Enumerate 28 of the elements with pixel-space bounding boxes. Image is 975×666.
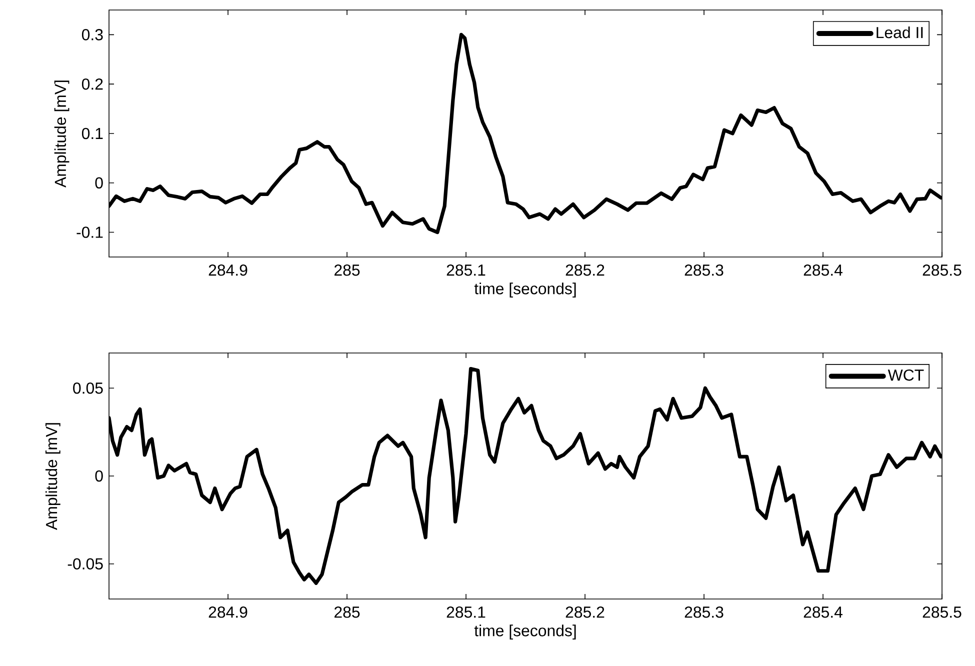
- x-tick-label: 285.1: [446, 264, 486, 276]
- x-tick-label: 285.2: [566, 606, 604, 618]
- legend-label: WCT: [888, 369, 924, 381]
- y-tick-label: 0.3: [82, 29, 103, 40]
- y-tick-label: -0.05: [68, 558, 103, 570]
- y-tick-label: 0.05: [73, 382, 103, 394]
- x-tick-label: 285.3: [684, 606, 724, 618]
- y-axis-title: Amplitude [mV]: [45, 423, 60, 530]
- x-tick-label: 285.4: [804, 606, 842, 618]
- x-tick-label: 285.5: [922, 606, 962, 618]
- y-tick-label: 0.1: [82, 128, 103, 140]
- x-axis-title: time [seconds]: [474, 282, 576, 298]
- legend-label: Lead II: [876, 26, 923, 38]
- y-tick-label: -0.1: [76, 226, 103, 238]
- y-axis-title: Amplitude [mV]: [54, 80, 70, 188]
- x-tick-label: 285.2: [566, 264, 604, 276]
- y-tick-label: 0.2: [82, 78, 103, 90]
- y-tick-label: 0: [95, 177, 103, 189]
- x-tick-label: 285.3: [684, 264, 724, 276]
- x-tick-label: 285.4: [804, 264, 842, 276]
- x-tick-label: 285: [334, 264, 360, 276]
- x-tick-label: 285: [334, 606, 360, 618]
- x-tick-label: 285.5: [922, 264, 962, 276]
- x-tick-label: 284.9: [208, 606, 248, 618]
- x-tick-label: 284.9: [208, 264, 248, 276]
- y-tick-label: 0: [95, 470, 103, 482]
- x-axis-title: time [seconds]: [474, 624, 576, 640]
- x-tick-label: 285.1: [446, 606, 486, 618]
